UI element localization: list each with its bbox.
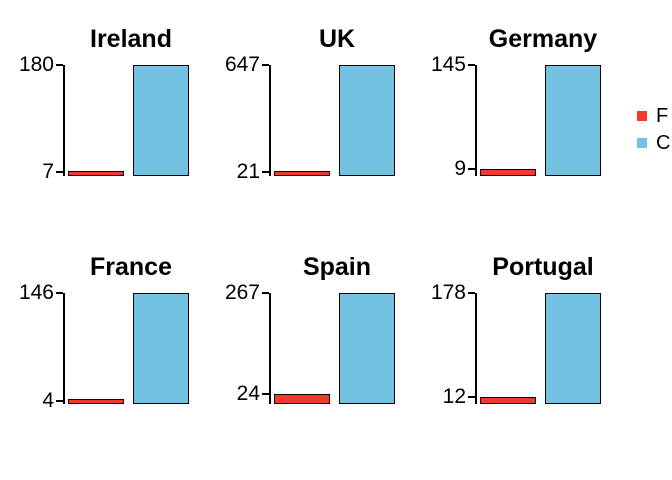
y-tick-label: 4 <box>42 389 54 412</box>
panel-title: France <box>90 253 172 281</box>
y-tick-label: 146 <box>18 281 54 304</box>
legend-swatch-c <box>637 138 647 148</box>
bar-c <box>545 65 601 176</box>
chart-panel-ireland: Ireland 7 180 <box>0 0 206 228</box>
y-axis-line <box>269 293 271 404</box>
panel-title: Portugal <box>492 253 594 281</box>
bar-c <box>339 293 395 404</box>
y-tick-label: 12 <box>442 385 466 408</box>
y-tick <box>262 64 269 66</box>
bar-f <box>480 169 536 176</box>
y-tick-label: 647 <box>224 53 260 76</box>
y-tick <box>468 168 475 170</box>
legend-swatch-f <box>637 111 647 121</box>
bar-f <box>68 171 124 176</box>
y-axis-line <box>63 65 65 176</box>
y-axis-line <box>475 65 477 176</box>
y-tick <box>56 292 63 294</box>
y-tick <box>56 64 63 66</box>
bar-c <box>545 293 601 404</box>
legend-label-f: F <box>656 105 669 127</box>
bar-c <box>339 65 395 176</box>
bar-c <box>133 293 189 404</box>
chart-panel-portugal: Portugal 12 178 <box>412 228 618 456</box>
panel-title: Spain <box>302 253 372 281</box>
y-tick <box>262 292 269 294</box>
chart-panel-uk: UK 21 647 <box>206 0 412 228</box>
y-tick <box>262 393 269 395</box>
chart-panel-germany: Germany 9 145 <box>412 0 618 228</box>
panel-title: Ireland <box>90 25 172 53</box>
y-tick <box>262 171 269 173</box>
y-tick-label: 145 <box>430 53 466 76</box>
y-tick <box>468 64 475 66</box>
bar-f <box>274 171 330 176</box>
y-tick-label: 7 <box>42 160 54 183</box>
y-tick-label: 9 <box>454 157 466 180</box>
y-tick-label: 178 <box>430 281 466 304</box>
y-tick <box>468 396 475 398</box>
y-tick <box>468 292 475 294</box>
y-axis-line <box>269 65 271 176</box>
y-tick <box>56 400 63 402</box>
chart-panel-france: France 4 146 <box>0 228 206 456</box>
y-tick-label: 180 <box>18 53 54 76</box>
panel-title: Germany <box>488 25 598 53</box>
bar-c <box>133 65 189 176</box>
bar-f <box>480 397 536 404</box>
y-axis-line <box>63 293 65 404</box>
chart-panel-spain: Spain 24 267 <box>206 228 412 456</box>
bar-f <box>274 394 330 404</box>
y-tick <box>56 171 63 173</box>
y-tick-label: 21 <box>236 160 260 183</box>
panel-title: UK <box>318 25 356 53</box>
y-axis-line <box>475 293 477 404</box>
bar-f <box>68 399 124 404</box>
y-tick-label: 267 <box>224 281 260 304</box>
legend-label-c: C <box>656 132 671 154</box>
y-tick-label: 24 <box>236 382 260 405</box>
